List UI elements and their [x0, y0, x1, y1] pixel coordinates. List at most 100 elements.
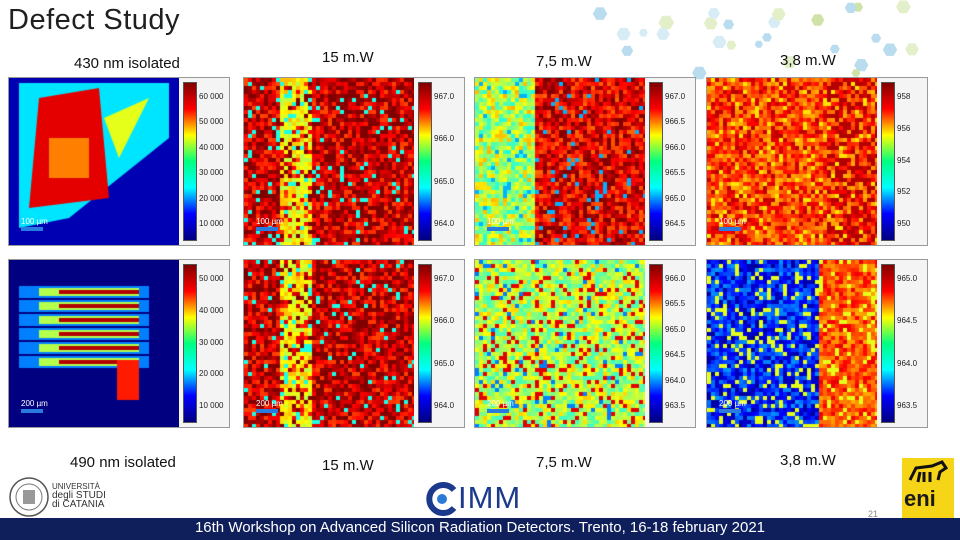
scale-bar-line [487, 227, 509, 231]
label-top-7-5mw: 7,5 m.W [536, 53, 592, 70]
colorbar-tick-label: 965.5 [665, 299, 686, 309]
colorbar-tick-label: 965.0 [434, 176, 455, 186]
scale-bar-line [719, 227, 741, 231]
colorbar-tick-label: 964.5 [897, 316, 918, 326]
colorbar-tick-label: 966.0 [434, 134, 455, 144]
hexagon-decoration [703, 17, 718, 30]
label-bottom-3-8mw: 3,8 m.W [780, 452, 836, 469]
scale-bar-label: 100 µm [487, 217, 514, 226]
colorbar-tick-label: 50 000 [199, 274, 224, 283]
colorbar [418, 82, 432, 241]
colorbar-tick-label: 966.5 [665, 117, 686, 127]
colorbar-tick-label: 964.0 [434, 219, 455, 228]
colorbar-tick-label: 966.0 [665, 274, 686, 283]
label-430nm: 430 nm isolated [74, 55, 180, 72]
scale-bar-line [256, 227, 278, 231]
colorbar [183, 264, 197, 423]
colorbar-tick-label: 967.0 [665, 92, 686, 101]
colorbar [183, 82, 197, 241]
scale-bar-line [487, 409, 509, 413]
heatmap-image [9, 78, 179, 245]
scale-bar: 100 µm [487, 217, 514, 231]
university-name: UNIVERSITÀ degli STUDI di CATANIA [52, 482, 106, 510]
scale-bar-label: 100 µm [21, 217, 48, 226]
hexagon-decoration [592, 7, 608, 20]
hexagon-decoration [844, 2, 857, 13]
colorbar-tick-label: 952 [897, 187, 911, 197]
colorbar-tick-label: 964.0 [665, 375, 686, 385]
label-490nm: 490 nm isolated [70, 454, 176, 471]
scale-bar-label: 200 µm [256, 399, 283, 408]
hexagon-decoration [829, 44, 840, 54]
hexagon-decoration [905, 43, 919, 56]
slide-title: Defect Study [8, 4, 181, 36]
scale-bar-line [21, 227, 43, 231]
hexagon-decoration [882, 43, 898, 56]
map-panel-r0-c0: 60 000 50 000 40 000 30 000 20 000 10 000 100 … [8, 77, 230, 246]
map-panel-r1-c0: 50 000 40 000 30 000 20 000 10 000 200 µm [8, 259, 230, 428]
colorbar-tick-label: 965.5 [665, 168, 686, 178]
hexagon-decoration [656, 28, 670, 40]
hexagon-decoration [621, 45, 634, 56]
scale-bar: 200 µm [256, 399, 283, 413]
footer-text: 16th Workshop on Advanced Silicon Radiat… [194, 519, 766, 536]
heatmap-image [475, 260, 645, 427]
hexagon-decoration [771, 8, 786, 21]
scale-bar-line [256, 409, 278, 413]
label-bottom-7-5mw: 7,5 m.W [536, 454, 592, 471]
page-number: 21 [868, 509, 879, 519]
colorbar-tick-label: 958 [897, 92, 911, 101]
colorbar-tick-label: 963.5 [897, 401, 918, 410]
scale-bar: 200 µm [719, 399, 746, 413]
hexagon-decoration [658, 15, 674, 30]
hexagon-decoration [871, 33, 882, 43]
label-bottom-15mw: 15 m.W [322, 457, 374, 474]
colorbar-tick-label: 954 [897, 155, 911, 165]
colorbar-tick-label: 50 000 [199, 117, 224, 127]
colorbar-tick-label: 10 000 [199, 401, 224, 410]
scale-bar: 100 µm [21, 217, 48, 231]
colorbar-tick-label: 964.5 [665, 219, 686, 228]
six-legged-dog-icon [908, 460, 949, 483]
colorbar-tick-label: 967.0 [434, 92, 455, 101]
colorbar-tick-label: 965.0 [665, 324, 686, 334]
hexagon-decoration [782, 56, 797, 69]
hexagon-decoration [616, 27, 631, 41]
hexagon-decoration [762, 33, 772, 42]
heatmap-image [707, 78, 877, 245]
scale-bar-label: 200 µm [21, 399, 48, 408]
colorbar [649, 264, 663, 423]
map-panel-r1-c1: 967.0 966.0 965.0 964.0 200 µm [243, 259, 465, 428]
scale-bar-label: 100 µm [256, 217, 283, 226]
map-panel-r1-c2: 966.0 965.5 965.0 964.5 964.0 963.5 200 µm [474, 259, 696, 428]
heatmap-image [244, 78, 414, 245]
scale-bar-label: 200 µm [487, 399, 514, 408]
eni-logo-text: eni [904, 486, 936, 511]
colorbar [418, 264, 432, 423]
heatmap-image [707, 260, 877, 427]
hexagon-decoration [707, 8, 720, 19]
hexagon-decoration [726, 40, 737, 50]
map-panel-r0-c3: 958 956 954 952 950 100 µm [706, 77, 928, 246]
label-top-3-8mw: 3,8 m.W [780, 52, 836, 69]
scale-bar: 200 µm [21, 399, 48, 413]
scale-bar-line [719, 409, 741, 413]
colorbar-tick-label: 956 [897, 123, 911, 133]
colorbar [881, 82, 895, 241]
hexagon-decoration [854, 59, 869, 72]
label-top-15mw: 15 m.W [322, 49, 374, 66]
colorbar-tick-label: 20 000 [199, 193, 224, 203]
hexagon-decoration [712, 35, 727, 49]
eni-logo [902, 458, 954, 518]
colorbar-tick-label: 966.0 [434, 316, 455, 326]
colorbar-tick-label: 963.5 [665, 401, 686, 410]
colorbar-tick-label: 950 [897, 219, 911, 228]
heatmap-image [244, 260, 414, 427]
hexagon-decoration [723, 19, 735, 30]
colorbar-tick-label: 10 000 [199, 219, 224, 228]
colorbar-tick-label: 965.0 [434, 358, 455, 368]
colorbar-tick-label: 966.0 [665, 142, 686, 152]
colorbar [881, 264, 895, 423]
colorbar-tick-label: 964.5 [665, 350, 686, 360]
imm-logo-icon [426, 482, 457, 516]
